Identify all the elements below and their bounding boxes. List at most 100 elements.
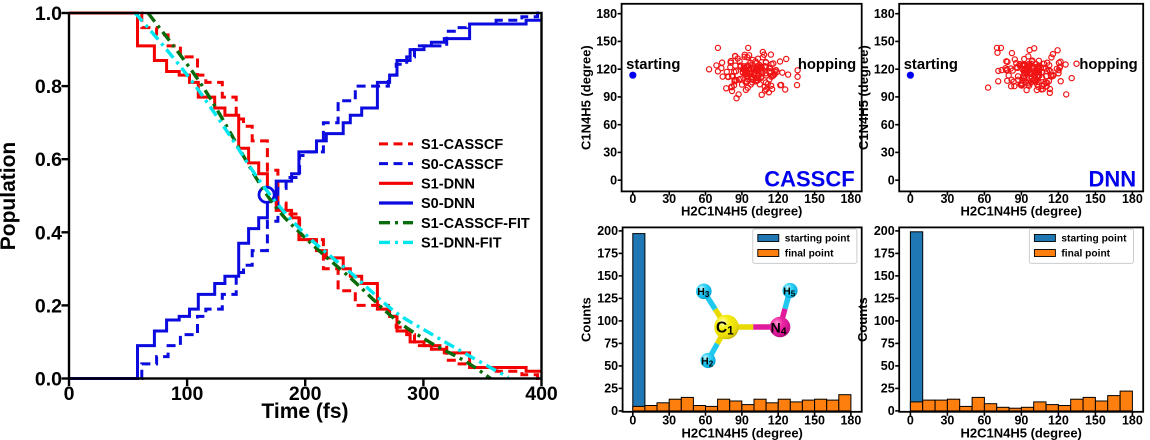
- svg-text:60: 60: [603, 118, 617, 132]
- svg-text:30: 30: [662, 414, 676, 428]
- svg-text:120: 120: [768, 414, 789, 428]
- svg-text:180: 180: [840, 414, 861, 428]
- svg-text:120: 120: [768, 192, 789, 206]
- svg-text:120: 120: [596, 62, 617, 76]
- svg-text:Population: Population: [0, 142, 20, 251]
- svg-text:60: 60: [699, 414, 713, 428]
- svg-text:150: 150: [804, 192, 825, 206]
- svg-text:starting: starting: [904, 57, 958, 73]
- svg-text:125: 125: [597, 292, 618, 306]
- svg-text:175: 175: [597, 247, 618, 261]
- svg-text:0: 0: [64, 383, 75, 405]
- svg-text:30: 30: [940, 192, 954, 206]
- svg-text:hopping: hopping: [798, 57, 856, 73]
- svg-text:125: 125: [874, 292, 895, 306]
- svg-text:S0-CASSCF: S0-CASSCF: [421, 157, 503, 173]
- svg-text:25: 25: [881, 382, 895, 396]
- svg-text:H3: H3: [697, 286, 710, 299]
- svg-text:150: 150: [874, 269, 895, 283]
- svg-text:30: 30: [662, 192, 676, 206]
- svg-text:1.0: 1.0: [35, 3, 62, 25]
- svg-text:S0-DNN: S0-DNN: [421, 196, 475, 212]
- svg-text:180: 180: [1122, 414, 1143, 428]
- svg-text:60: 60: [881, 118, 895, 132]
- svg-text:90: 90: [735, 192, 749, 206]
- svg-text:180: 180: [840, 192, 861, 206]
- svg-text:300: 300: [407, 383, 440, 405]
- svg-text:90: 90: [1014, 414, 1028, 428]
- svg-text:50: 50: [604, 359, 618, 373]
- svg-text:90: 90: [881, 90, 895, 104]
- svg-text:H2C1N4H5 (degree): H2C1N4H5 (degree): [681, 203, 802, 218]
- svg-text:60: 60: [977, 192, 991, 206]
- svg-text:final point: final point: [785, 249, 834, 260]
- svg-text:400: 400: [525, 383, 558, 405]
- svg-text:S1-DNN: S1-DNN: [421, 177, 475, 193]
- svg-text:CASSCF: CASSCF: [764, 166, 854, 191]
- svg-text:60: 60: [977, 414, 991, 428]
- svg-text:Time (fs): Time (fs): [261, 400, 348, 423]
- svg-text:H2C1N4H5 (degree): H2C1N4H5 (degree): [961, 203, 1082, 218]
- svg-text:90: 90: [1014, 192, 1028, 206]
- svg-text:120: 120: [874, 62, 895, 76]
- svg-text:150: 150: [874, 35, 895, 49]
- svg-text:180: 180: [874, 7, 895, 21]
- svg-text:starting point: starting point: [785, 234, 851, 245]
- svg-text:0: 0: [888, 404, 895, 418]
- svg-text:75: 75: [604, 337, 618, 351]
- svg-text:150: 150: [596, 35, 617, 49]
- svg-text:150: 150: [1085, 414, 1106, 428]
- svg-text:H2C1N4H5 (degree): H2C1N4H5 (degree): [682, 426, 803, 440]
- svg-text:50: 50: [881, 359, 895, 373]
- svg-text:hopping: hopping: [1079, 57, 1137, 73]
- svg-text:0: 0: [611, 404, 618, 418]
- svg-text:150: 150: [597, 269, 618, 283]
- svg-text:60: 60: [699, 192, 713, 206]
- svg-text:C1N4H5 (degree): C1N4H5 (degree): [856, 45, 871, 150]
- svg-text:Counts: Counts: [855, 297, 870, 342]
- svg-text:S1-CASSCF-FIT: S1-CASSCF-FIT: [421, 216, 530, 232]
- svg-text:DNN: DNN: [1089, 166, 1137, 191]
- svg-text:Counts: Counts: [579, 297, 594, 342]
- svg-text:30: 30: [603, 146, 617, 160]
- svg-text:0.8: 0.8: [35, 76, 62, 98]
- svg-text:0: 0: [610, 173, 617, 187]
- svg-text:H2C1N4H5 (degree): H2C1N4H5 (degree): [961, 426, 1082, 440]
- svg-text:S1-DNN-FIT: S1-DNN-FIT: [421, 236, 502, 252]
- svg-text:30: 30: [940, 414, 954, 428]
- svg-text:final point: final point: [1061, 249, 1110, 260]
- svg-text:H2: H2: [701, 355, 714, 368]
- svg-text:0: 0: [907, 192, 914, 206]
- svg-text:90: 90: [735, 414, 749, 428]
- svg-text:S1-CASSCF: S1-CASSCF: [421, 137, 503, 153]
- svg-text:120: 120: [1048, 414, 1069, 428]
- svg-text:25: 25: [604, 382, 618, 396]
- svg-text:C1N4H5 (degree): C1N4H5 (degree): [579, 45, 594, 150]
- svg-text:180: 180: [596, 7, 617, 21]
- svg-text:100: 100: [874, 314, 895, 328]
- svg-text:200: 200: [874, 224, 895, 238]
- svg-text:120: 120: [1048, 192, 1069, 206]
- svg-text:0: 0: [629, 192, 636, 206]
- svg-text:0.4: 0.4: [35, 222, 62, 244]
- svg-text:0: 0: [907, 414, 914, 428]
- svg-text:starting: starting: [626, 57, 680, 73]
- svg-text:75: 75: [881, 337, 895, 351]
- svg-text:0.2: 0.2: [35, 295, 62, 317]
- svg-text:100: 100: [597, 314, 618, 328]
- svg-text:100: 100: [171, 383, 204, 405]
- svg-text:0: 0: [888, 173, 895, 187]
- svg-text:H5: H5: [783, 285, 796, 298]
- svg-text:200: 200: [597, 224, 618, 238]
- svg-text:90: 90: [603, 90, 617, 104]
- svg-text:0.0: 0.0: [35, 369, 62, 391]
- svg-text:200: 200: [289, 383, 322, 405]
- svg-text:175: 175: [874, 247, 895, 261]
- svg-text:150: 150: [1085, 192, 1106, 206]
- svg-text:0: 0: [629, 414, 636, 428]
- svg-text:0.6: 0.6: [35, 149, 62, 171]
- svg-text:150: 150: [804, 414, 825, 428]
- svg-text:30: 30: [881, 146, 895, 160]
- svg-text:starting point: starting point: [1061, 234, 1127, 245]
- svg-text:180: 180: [1122, 192, 1143, 206]
